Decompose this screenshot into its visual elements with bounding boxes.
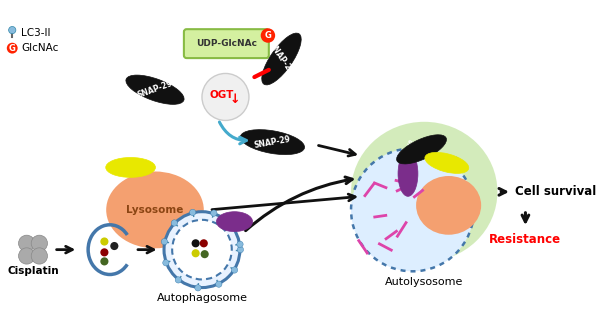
Circle shape bbox=[351, 148, 474, 271]
Ellipse shape bbox=[241, 130, 305, 155]
Ellipse shape bbox=[106, 171, 204, 248]
Circle shape bbox=[164, 212, 240, 288]
Circle shape bbox=[237, 241, 243, 248]
Circle shape bbox=[161, 238, 167, 245]
Circle shape bbox=[191, 239, 200, 248]
Circle shape bbox=[8, 27, 16, 34]
Ellipse shape bbox=[397, 135, 446, 164]
Text: G: G bbox=[265, 31, 271, 40]
Ellipse shape bbox=[217, 212, 253, 232]
Circle shape bbox=[211, 210, 217, 216]
Text: OGT: OGT bbox=[209, 90, 234, 100]
Ellipse shape bbox=[398, 151, 418, 196]
Text: SNAP-29: SNAP-29 bbox=[405, 140, 438, 159]
Text: Cell survival: Cell survival bbox=[515, 185, 596, 198]
Text: UDP-GlcNAc: UDP-GlcNAc bbox=[196, 39, 257, 48]
Circle shape bbox=[175, 277, 181, 283]
Circle shape bbox=[100, 248, 109, 256]
Circle shape bbox=[171, 220, 178, 226]
Text: Resistance: Resistance bbox=[490, 233, 562, 246]
Text: SNAP-29: SNAP-29 bbox=[136, 79, 174, 100]
Circle shape bbox=[7, 43, 17, 53]
Circle shape bbox=[200, 250, 209, 258]
Text: ↓: ↓ bbox=[229, 93, 240, 106]
Circle shape bbox=[200, 239, 208, 248]
Circle shape bbox=[228, 222, 235, 228]
Text: G: G bbox=[9, 44, 16, 53]
Text: SNAP-29: SNAP-29 bbox=[267, 41, 296, 77]
Circle shape bbox=[31, 235, 47, 251]
Circle shape bbox=[19, 235, 35, 251]
Circle shape bbox=[100, 257, 109, 265]
Text: GlcNAc: GlcNAc bbox=[21, 43, 59, 53]
Circle shape bbox=[110, 242, 118, 250]
Text: Stx17: Stx17 bbox=[405, 162, 411, 185]
Circle shape bbox=[31, 248, 47, 264]
Circle shape bbox=[172, 220, 232, 280]
Text: Stx17: Stx17 bbox=[222, 217, 247, 226]
Ellipse shape bbox=[425, 152, 469, 173]
Circle shape bbox=[195, 285, 201, 291]
Ellipse shape bbox=[351, 122, 497, 262]
Circle shape bbox=[237, 247, 244, 253]
Ellipse shape bbox=[126, 75, 184, 104]
Circle shape bbox=[191, 249, 200, 257]
Circle shape bbox=[163, 260, 169, 266]
Circle shape bbox=[19, 248, 35, 264]
Text: Autophagosome: Autophagosome bbox=[157, 293, 247, 303]
Circle shape bbox=[100, 237, 109, 246]
Text: LC3-II: LC3-II bbox=[21, 28, 51, 38]
Ellipse shape bbox=[262, 33, 301, 85]
Text: VAMP8: VAMP8 bbox=[116, 163, 146, 172]
Text: Lysosome: Lysosome bbox=[126, 205, 184, 215]
Text: Cisplatin: Cisplatin bbox=[7, 266, 59, 276]
Circle shape bbox=[215, 281, 222, 287]
Circle shape bbox=[202, 74, 249, 121]
FancyBboxPatch shape bbox=[184, 29, 269, 58]
Text: VAMP8: VAMP8 bbox=[433, 156, 461, 169]
Circle shape bbox=[260, 28, 275, 43]
Ellipse shape bbox=[106, 157, 155, 177]
Text: SNAP-29: SNAP-29 bbox=[253, 134, 292, 150]
Circle shape bbox=[190, 209, 196, 215]
Text: Autolysosome: Autolysosome bbox=[385, 277, 463, 287]
Circle shape bbox=[232, 267, 238, 273]
Ellipse shape bbox=[416, 176, 481, 235]
